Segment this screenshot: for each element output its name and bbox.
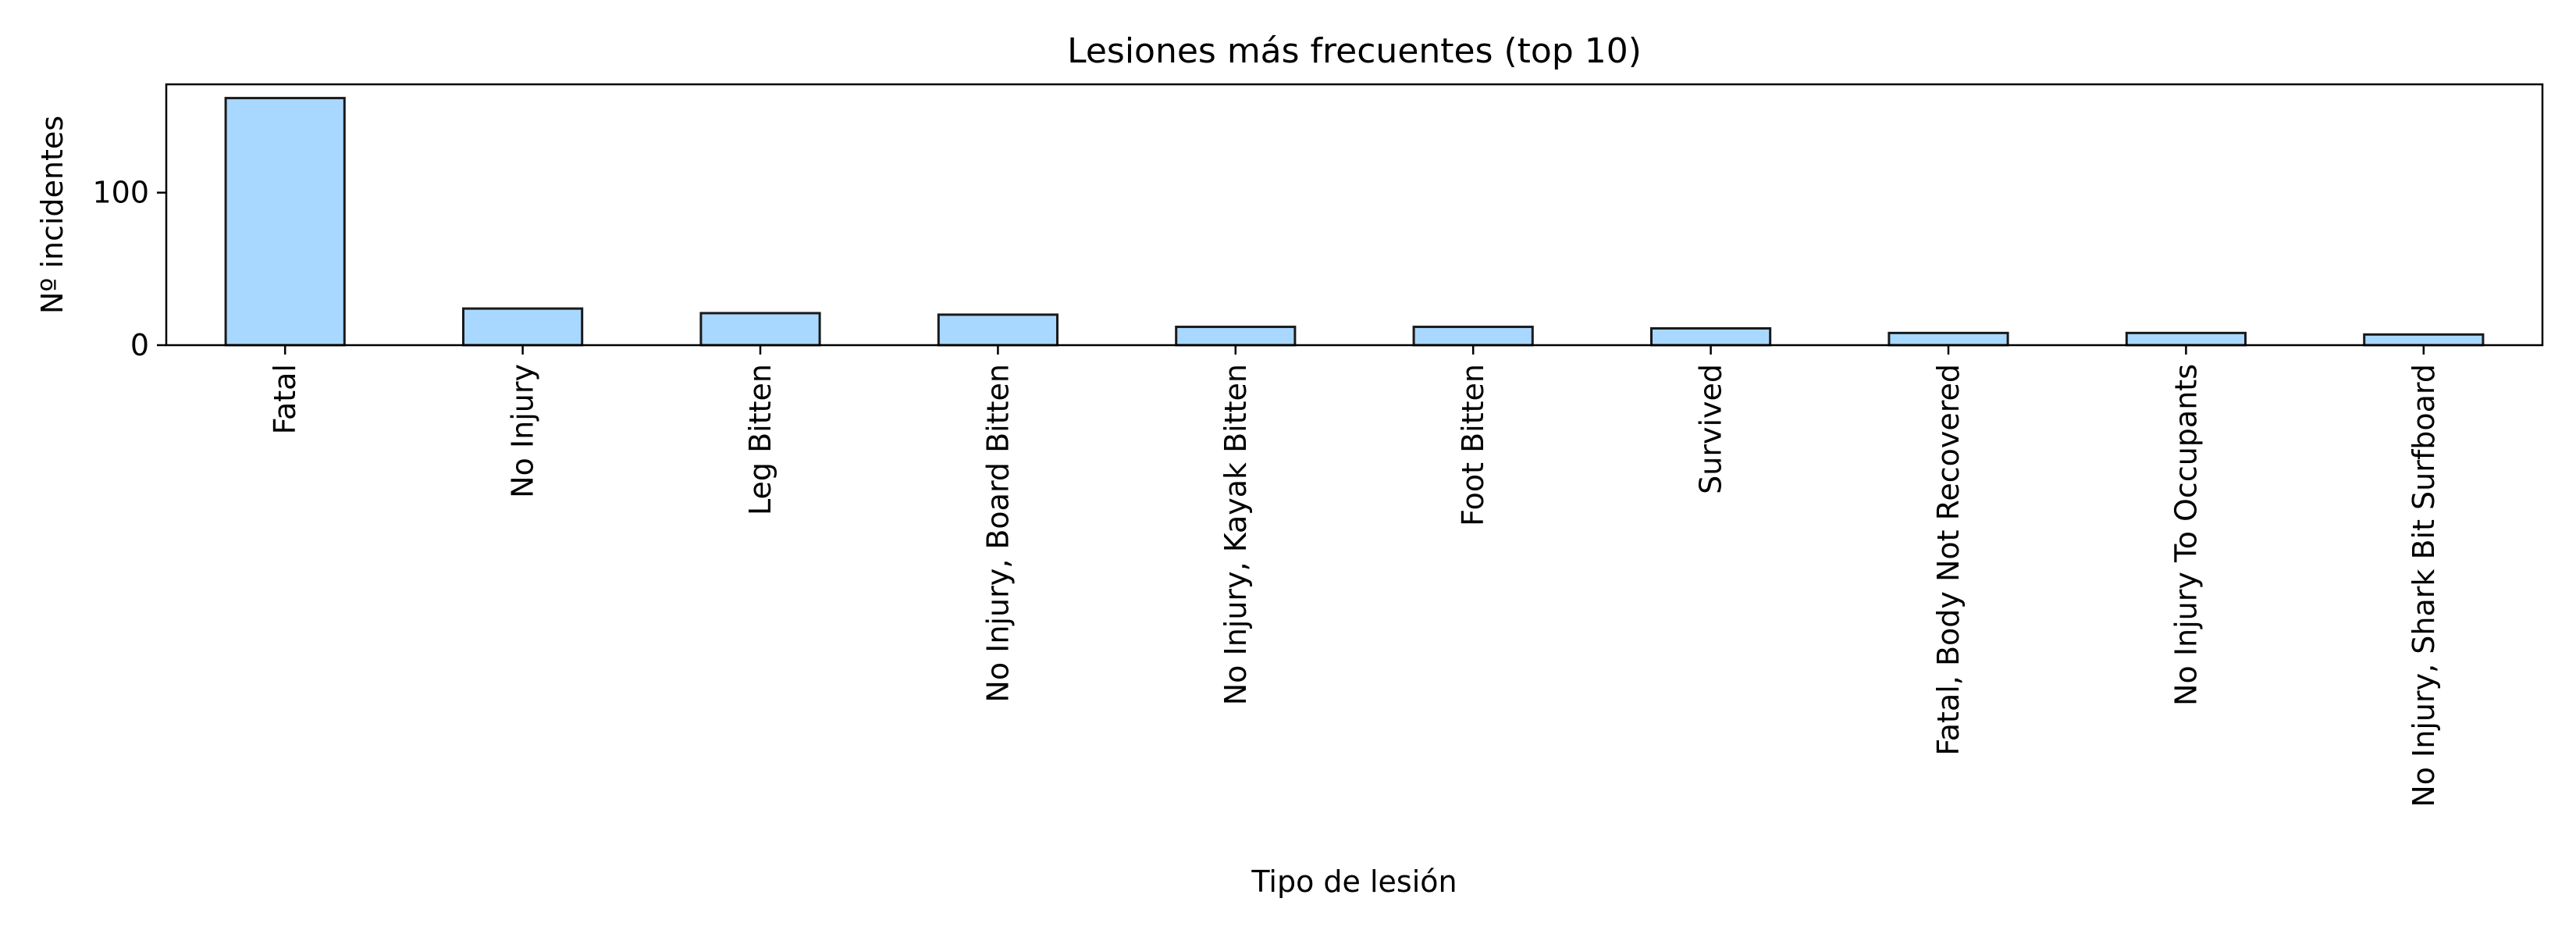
x-tick-label: No Injury, Board Bitten (980, 364, 1015, 703)
bar (1650, 327, 1772, 347)
x-axis-label: Tipo de lesión (1251, 864, 1457, 899)
x-tick-label: No Injury To Occupants (2169, 364, 2203, 706)
y-tick-label: 100 (92, 176, 149, 210)
bar (699, 312, 821, 347)
x-tick-label: Fatal (268, 364, 302, 434)
plot-frame (165, 83, 2544, 347)
bar (224, 97, 346, 347)
bar (2125, 331, 2247, 347)
x-tick-label: Leg Bitten (743, 364, 777, 515)
bar (1888, 331, 2009, 347)
x-tick-label: No Injury, Kayak Bitten (1219, 364, 1253, 705)
bar (462, 307, 584, 347)
bar (1412, 326, 1534, 347)
bar (1175, 326, 1297, 347)
chart-title: Lesiones más frecuentes (top 10) (1067, 31, 1642, 71)
x-axis-ticks: Fatal No Injury Leg Bitten No Injury, Board… (268, 345, 2441, 807)
y-axis-ticks: 0 100 (92, 176, 166, 362)
x-tick-label: Survived (1694, 364, 1728, 494)
x-tick-label: Fatal, Body Not Recovered (1931, 364, 1966, 756)
x-tick-label: No Injury, Shark Bit Surfboard (2407, 364, 2441, 807)
bars-group (224, 97, 2485, 347)
x-tick-label: No Injury (506, 364, 540, 498)
bar (937, 313, 1059, 347)
y-axis-label: Nº incidentes (35, 116, 69, 314)
bar (2363, 333, 2485, 347)
x-tick-label: Foot Bitten (1456, 364, 1490, 526)
y-tick-label: 0 (130, 328, 149, 362)
